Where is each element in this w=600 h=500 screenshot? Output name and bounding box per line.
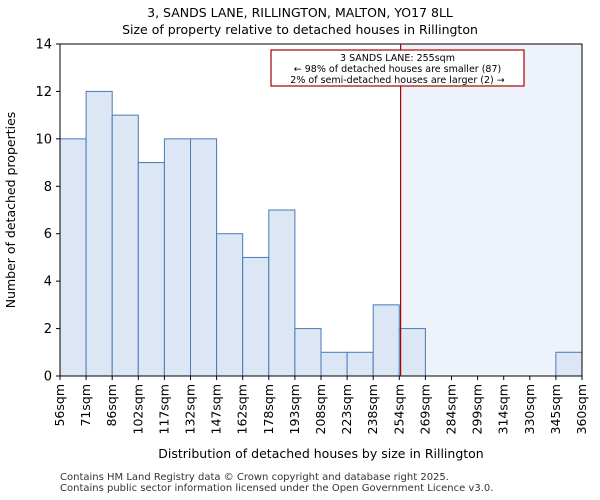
histogram-bar xyxy=(111,114,139,377)
x-tick-label: 132sqm xyxy=(183,384,198,434)
histogram-bar xyxy=(294,328,322,377)
x-tick-label: 71sqm xyxy=(78,384,93,427)
x-tick-label: 360sqm xyxy=(574,384,589,434)
x-axis-label: Distribution of detached houses by size … xyxy=(158,446,483,461)
histogram-bar xyxy=(163,138,191,377)
x-tick-label: 193sqm xyxy=(287,384,302,434)
x-tick-label: 162sqm xyxy=(235,384,250,434)
histogram-bar xyxy=(372,304,400,377)
histogram-bar xyxy=(190,138,218,377)
chart-subtitle: Size of property relative to detached ho… xyxy=(122,22,478,37)
y-tick-label: 8 xyxy=(44,180,52,195)
histogram-bar xyxy=(268,209,296,377)
x-tick-label: 254sqm xyxy=(391,384,406,434)
x-tick-label: 330sqm xyxy=(522,384,537,434)
x-tick-label: 299sqm xyxy=(470,384,485,434)
chart-title: 3, SANDS LANE, RILLINGTON, MALTON, YO17 … xyxy=(147,5,453,20)
histogram-bar xyxy=(320,351,348,377)
y-tick-label: 2 xyxy=(44,322,52,337)
x-tick-label: 178sqm xyxy=(261,384,276,434)
histogram-bar xyxy=(137,162,165,377)
annotation-line: 3 SANDS LANE: 255sqm xyxy=(340,53,455,64)
x-tick-label: 117sqm xyxy=(156,384,171,434)
x-tick-label: 345sqm xyxy=(548,384,563,434)
histogram-bar xyxy=(85,90,113,377)
footer-line-2: Contains public sector information licen… xyxy=(60,483,494,494)
footer-line-1: Contains HM Land Registry data © Crown c… xyxy=(60,472,449,483)
x-tick-label: 314sqm xyxy=(496,384,511,434)
annotation-line: 2% of semi-detached houses are larger (2… xyxy=(290,75,504,86)
histogram-bar xyxy=(398,328,426,377)
y-tick-label: 12 xyxy=(35,85,52,100)
x-tick-label: 56sqm xyxy=(52,384,67,427)
histogram-bar xyxy=(242,256,270,377)
y-tick-label: 0 xyxy=(44,370,52,385)
x-tick-label: 269sqm xyxy=(417,384,432,434)
footer: Contains HM Land Registry data © Crown c… xyxy=(60,472,493,494)
y-tick-label: 6 xyxy=(44,227,52,242)
y-axis-label: Number of detached properties xyxy=(3,112,18,309)
histogram-bar xyxy=(59,138,87,377)
histogram-bar xyxy=(555,351,583,377)
y-tick-label: 4 xyxy=(44,275,52,290)
x-tick-label: 238sqm xyxy=(365,384,380,434)
histogram-bar xyxy=(216,233,244,377)
y-tick-label: 14 xyxy=(35,38,52,53)
x-tick-label: 223sqm xyxy=(339,384,354,434)
annotation-box xyxy=(270,49,525,87)
x-tick-label: 102sqm xyxy=(130,384,145,434)
x-tick-label: 147sqm xyxy=(209,384,224,434)
x-tick-label: 208sqm xyxy=(313,384,328,434)
highlight-region xyxy=(400,44,582,376)
y-tick-label: 10 xyxy=(35,132,52,147)
annotation-line: ← 98% of detached houses are smaller (87… xyxy=(294,64,501,75)
x-tick-label: 86sqm xyxy=(104,384,119,427)
histogram-bar xyxy=(346,351,374,377)
x-tick-label: 284sqm xyxy=(444,384,459,434)
